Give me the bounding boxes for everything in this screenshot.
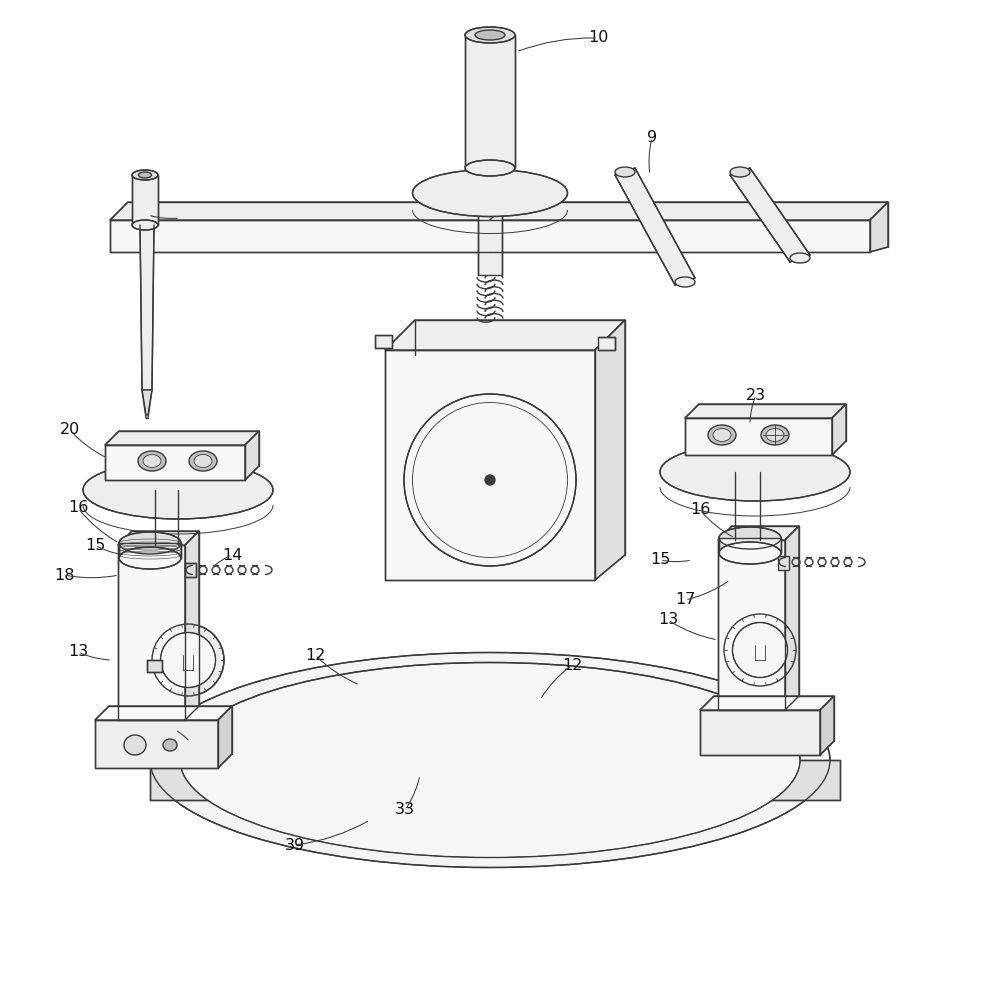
Polygon shape [385, 350, 595, 580]
Polygon shape [785, 526, 799, 710]
Text: 33: 33 [395, 802, 415, 817]
Polygon shape [598, 337, 615, 350]
Ellipse shape [119, 547, 181, 569]
Polygon shape [105, 445, 245, 480]
Ellipse shape [124, 735, 146, 755]
Ellipse shape [465, 160, 515, 176]
Polygon shape [478, 195, 502, 275]
Ellipse shape [732, 622, 788, 677]
Ellipse shape [194, 455, 212, 468]
Polygon shape [95, 706, 232, 720]
Ellipse shape [189, 451, 217, 471]
Polygon shape [718, 540, 785, 710]
Text: 17: 17 [675, 592, 695, 607]
Ellipse shape [708, 425, 736, 445]
Text: 16: 16 [68, 500, 88, 515]
Text: 15: 15 [85, 537, 105, 552]
Ellipse shape [163, 739, 177, 751]
Polygon shape [245, 431, 259, 480]
Polygon shape [118, 545, 185, 720]
Polygon shape [820, 696, 834, 755]
Polygon shape [490, 202, 888, 220]
Text: 15: 15 [650, 552, 670, 567]
Polygon shape [685, 404, 846, 418]
Polygon shape [465, 35, 515, 168]
Text: 18: 18 [54, 567, 74, 582]
Polygon shape [142, 390, 152, 415]
Polygon shape [778, 556, 789, 570]
Ellipse shape [143, 455, 161, 468]
Text: 12: 12 [562, 657, 582, 672]
Polygon shape [147, 660, 162, 672]
Ellipse shape [730, 167, 750, 177]
Ellipse shape [152, 624, 224, 696]
Ellipse shape [83, 461, 273, 519]
Polygon shape [730, 168, 810, 262]
Ellipse shape [138, 451, 166, 471]
Polygon shape [95, 720, 218, 768]
Polygon shape [490, 220, 870, 252]
Text: 13: 13 [658, 612, 678, 627]
Ellipse shape [761, 425, 789, 445]
Polygon shape [832, 404, 846, 455]
Polygon shape [110, 202, 508, 220]
Polygon shape [218, 706, 232, 768]
Polygon shape [718, 526, 799, 540]
Polygon shape [185, 531, 199, 720]
Text: 8: 8 [143, 208, 153, 223]
Text: 20: 20 [60, 423, 80, 438]
Ellipse shape [766, 429, 784, 442]
Polygon shape [119, 543, 181, 558]
Ellipse shape [132, 220, 158, 230]
Polygon shape [719, 538, 781, 553]
Polygon shape [185, 563, 196, 577]
Polygon shape [700, 710, 820, 755]
Text: 12: 12 [305, 647, 325, 662]
Text: 14: 14 [222, 547, 242, 562]
Ellipse shape [719, 527, 781, 549]
Polygon shape [105, 431, 259, 445]
Text: 23: 23 [746, 388, 766, 403]
Polygon shape [595, 320, 625, 580]
Ellipse shape [660, 443, 850, 501]
Text: 9: 9 [647, 131, 657, 146]
Ellipse shape [485, 475, 495, 485]
Ellipse shape [132, 170, 158, 180]
Polygon shape [375, 335, 392, 348]
Text: 34: 34 [180, 734, 200, 749]
Ellipse shape [160, 632, 216, 687]
Ellipse shape [404, 394, 576, 566]
Polygon shape [110, 220, 490, 252]
Text: 10: 10 [588, 31, 608, 46]
Ellipse shape [465, 27, 515, 43]
Ellipse shape [615, 167, 635, 177]
Polygon shape [150, 760, 840, 800]
Ellipse shape [150, 652, 830, 867]
Polygon shape [700, 696, 834, 710]
Ellipse shape [413, 170, 568, 217]
Text: 16: 16 [690, 502, 710, 517]
Polygon shape [132, 175, 158, 225]
Ellipse shape [675, 277, 695, 287]
Ellipse shape [475, 30, 505, 40]
Ellipse shape [724, 614, 796, 686]
Polygon shape [140, 225, 154, 390]
Polygon shape [615, 168, 695, 285]
Ellipse shape [138, 172, 152, 178]
Polygon shape [118, 531, 199, 545]
Ellipse shape [180, 662, 800, 857]
Polygon shape [385, 320, 625, 350]
Ellipse shape [119, 532, 181, 554]
Polygon shape [685, 418, 832, 455]
Ellipse shape [713, 429, 731, 442]
Polygon shape [870, 202, 888, 252]
Ellipse shape [790, 253, 810, 263]
Text: 13: 13 [68, 644, 88, 659]
Text: 39: 39 [285, 837, 305, 852]
Ellipse shape [719, 542, 781, 564]
